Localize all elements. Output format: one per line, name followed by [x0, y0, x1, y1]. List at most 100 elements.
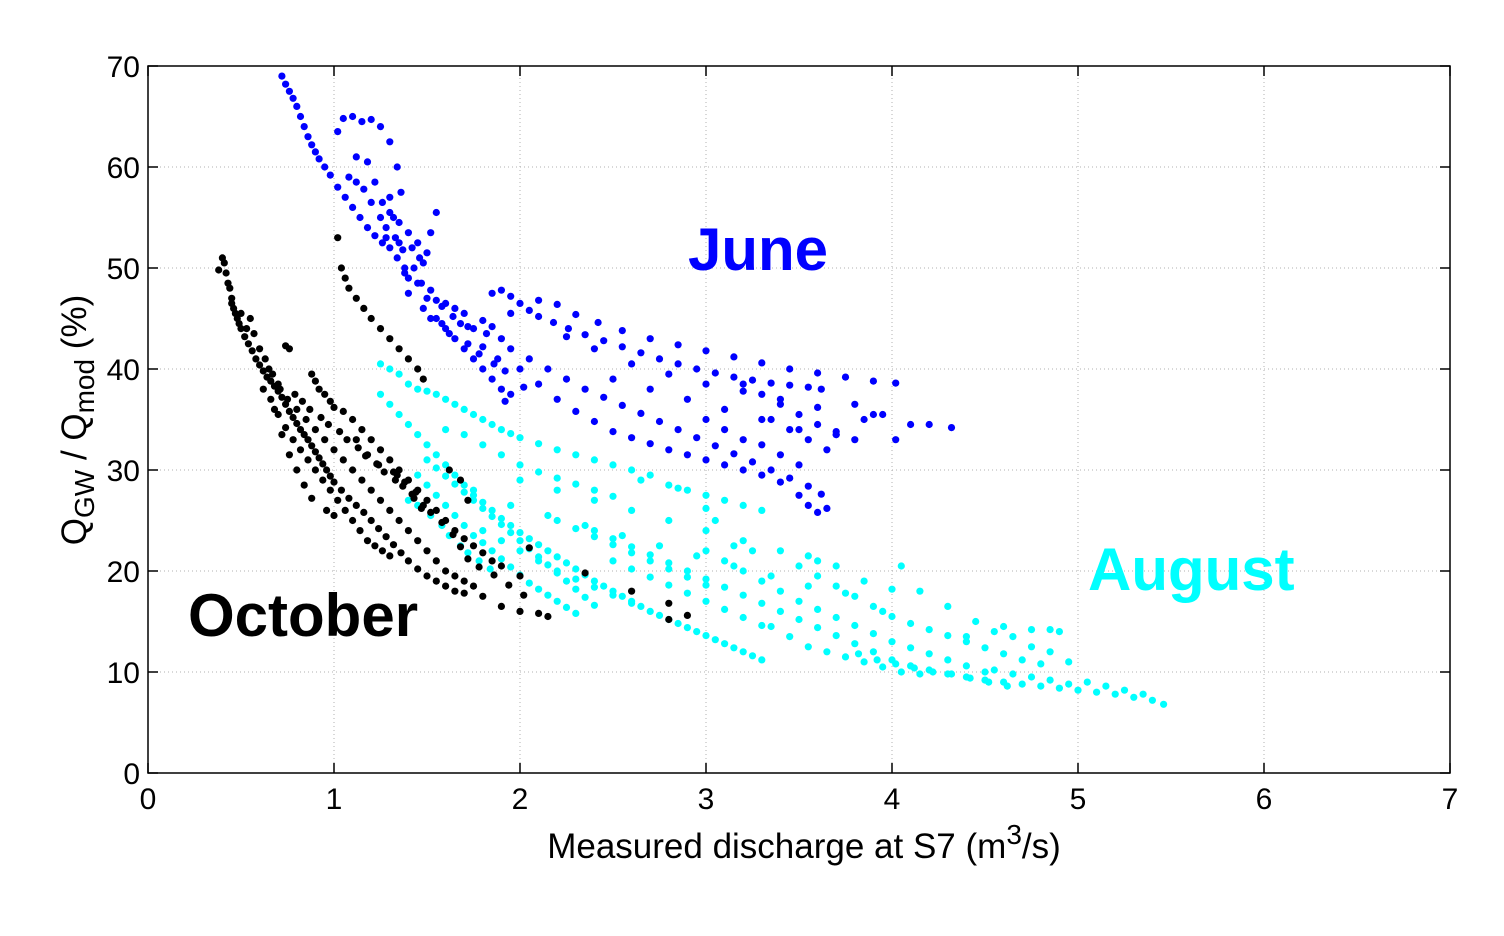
data-point-june	[497, 286, 505, 294]
data-point-october	[293, 466, 301, 474]
data-point-october	[252, 355, 260, 363]
data-point-august	[572, 451, 580, 459]
data-point-june	[776, 478, 785, 486]
data-point-october	[386, 552, 394, 560]
data-point-august	[479, 415, 487, 424]
data-point-october	[243, 325, 251, 333]
data-point-june	[572, 310, 580, 319]
data-point-august	[832, 613, 840, 622]
data-point-october	[337, 264, 345, 272]
data-point-august	[758, 621, 766, 630]
data-point-august	[497, 451, 505, 459]
data-point-august	[1160, 700, 1168, 708]
data-point-october	[319, 476, 327, 484]
data-point-october	[628, 587, 636, 595]
data-point-august	[869, 630, 878, 638]
data-point-august	[981, 644, 989, 652]
data-point-august	[486, 565, 494, 573]
data-point-june	[767, 466, 775, 474]
data-point-august	[739, 591, 747, 599]
data-point-august	[702, 632, 710, 640]
data-point-october	[334, 234, 342, 242]
data-point-august	[469, 532, 478, 540]
data-point-october	[285, 345, 293, 353]
data-point-october	[283, 395, 292, 403]
data-point-august	[479, 527, 487, 535]
data-point-june	[451, 304, 459, 312]
data-point-august	[432, 491, 440, 499]
data-point-june	[711, 369, 719, 377]
data-point-october	[376, 446, 385, 454]
data-point-august	[1018, 680, 1026, 688]
data-point-october	[352, 294, 360, 302]
data-point-june	[427, 229, 435, 237]
data-point-august	[516, 537, 524, 545]
data-point-june	[748, 376, 757, 384]
data-point-october	[516, 572, 524, 580]
data-point-october	[339, 407, 347, 415]
data-point-august	[590, 496, 599, 504]
x-tick-label: 2	[512, 783, 529, 816]
data-point-october	[315, 385, 323, 393]
data-point-august	[655, 611, 664, 620]
data-point-august	[739, 648, 747, 656]
data-point-june	[590, 345, 599, 353]
data-point-june	[386, 138, 394, 146]
data-point-october	[451, 572, 459, 580]
y-tick-label: 20	[107, 556, 140, 589]
data-point-august	[947, 670, 956, 678]
data-point-june	[363, 158, 372, 166]
data-point-june	[376, 213, 385, 222]
data-point-october	[395, 345, 403, 353]
y-tick-label: 60	[107, 152, 140, 185]
data-point-june	[776, 451, 785, 459]
data-point-june	[674, 341, 682, 349]
data-point-august	[553, 486, 561, 494]
data-point-june	[442, 325, 450, 333]
data-point-august	[460, 431, 468, 439]
data-point-august	[404, 420, 412, 429]
data-point-october	[497, 562, 505, 570]
data-point-august	[451, 480, 459, 488]
data-points	[215, 72, 1168, 708]
y-tick-label: 70	[107, 51, 140, 84]
data-point-august	[758, 656, 766, 664]
data-point-august	[985, 678, 993, 686]
data-point-june	[395, 239, 403, 247]
data-point-june	[417, 279, 425, 287]
data-point-august	[786, 633, 794, 641]
data-point-june	[581, 385, 589, 393]
data-point-august	[841, 653, 850, 661]
data-point-august	[581, 593, 589, 601]
x-tick-label: 0	[140, 783, 157, 816]
data-point-august	[1148, 696, 1156, 704]
data-point-june	[814, 420, 822, 429]
data-point-june	[494, 355, 502, 363]
data-point-june	[376, 123, 385, 131]
data-point-june	[423, 249, 431, 257]
data-point-october	[497, 602, 505, 611]
data-point-october	[321, 436, 329, 444]
data-point-august	[832, 582, 840, 590]
data-point-august	[702, 597, 710, 605]
data-point-june	[646, 335, 654, 343]
data-point-june	[525, 355, 533, 363]
data-point-june	[758, 415, 766, 424]
data-point-august	[544, 591, 552, 599]
data-point-august	[1130, 693, 1138, 701]
data-point-august	[702, 575, 710, 583]
data-point-august	[907, 644, 915, 652]
data-point-june	[609, 428, 617, 436]
data-point-june	[293, 102, 301, 110]
x-axis-label: Measured discharge at S7 (m3/s)	[547, 819, 1061, 866]
data-point-august	[572, 565, 580, 573]
data-point-august	[1009, 670, 1017, 678]
data-point-august	[665, 581, 673, 589]
data-point-august	[535, 585, 543, 593]
data-point-june	[786, 426, 794, 434]
data-point-august	[776, 607, 785, 616]
data-point-august	[758, 599, 766, 607]
data-point-august	[609, 541, 617, 549]
data-point-august	[432, 464, 440, 472]
data-point-august	[442, 472, 450, 480]
